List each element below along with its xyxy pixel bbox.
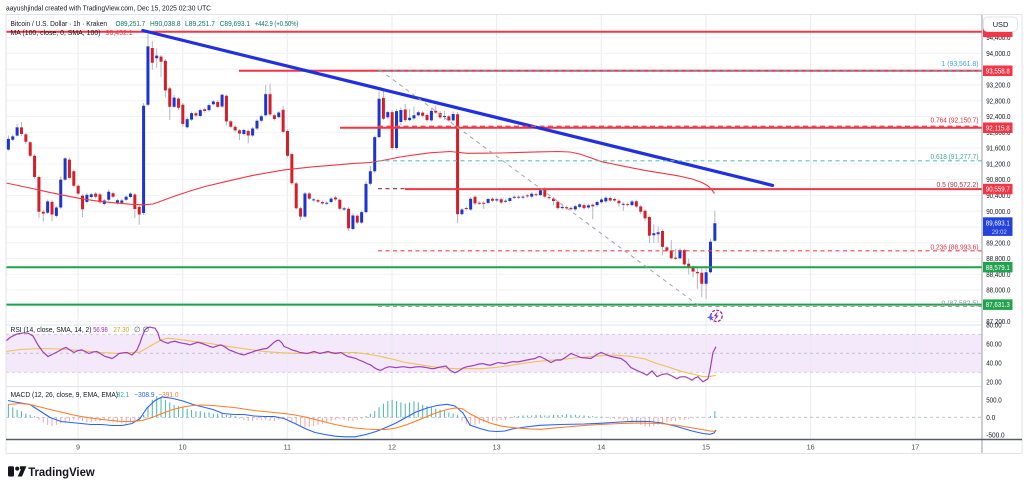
svg-text:90,559.7: 90,559.7 [986,185,1010,194]
svg-text:0.236 (88,993.6): 0.236 (88,993.6) [931,242,979,251]
svg-text:82.1: 82.1 [117,390,129,399]
svg-text:88,800.0: 88,800.0 [986,254,1010,263]
svg-text:C89,693.1: C89,693.1 [220,19,250,28]
svg-text:88,400.0: 88,400.0 [986,270,1010,279]
svg-text:80.00: 80.00 [986,321,1002,330]
svg-text:∅ ∅: ∅ ∅ [134,325,150,334]
svg-text:0.0: 0.0 [986,413,995,422]
svg-text:20.00: 20.00 [986,377,1002,386]
svg-text:MACD (12, 26, close, 9, EMA, E: MACD (12, 26, close, 9, EMA, EMA) [11,390,119,399]
svg-text:0.764 (92,150.7): 0.764 (92,150.7) [931,116,979,125]
svg-text:94,000.0: 94,000.0 [986,49,1010,58]
svg-text:87,631.3: 87,631.3 [986,300,1010,309]
svg-text:−391.0: −391.0 [158,390,178,399]
svg-text:90,452.1: 90,452.1 [106,28,133,37]
svg-text:40.00: 40.00 [986,358,1002,367]
svg-text:O89,251.7: O89,251.7 [116,19,146,28]
svg-text:+442.9 (+0.50%): +442.9 (+0.50%) [255,19,299,28]
svg-text:14: 14 [597,442,605,451]
svg-text:92,400.0: 92,400.0 [986,112,1010,121]
svg-text:90,400.0: 90,400.0 [986,191,1010,200]
svg-text:RSI (14, close, SMA, 14, 2): RSI (14, close, SMA, 14, 2) [11,325,92,334]
svg-text:89,200.0: 89,200.0 [986,238,1010,247]
svg-text:15: 15 [702,442,710,451]
svg-text:88,579.1: 88,579.1 [986,263,1010,272]
svg-text:10: 10 [179,442,187,451]
svg-text:500.0: 500.0 [986,396,1002,405]
svg-text:TradingView: TradingView [28,465,95,479]
svg-text:93,200.0: 93,200.0 [986,81,1010,90]
svg-text:87,200.0: 87,200.0 [986,317,1010,326]
svg-text:0 (87,582.5): 0 (87,582.5) [942,298,979,307]
svg-text:60.00: 60.00 [986,339,1002,348]
svg-text:aayushjindal created with Trad: aayushjindal created with TradingView.co… [6,3,212,12]
svg-text:13: 13 [493,442,501,451]
svg-text:MA (100, close, 0, SMA, 100): MA (100, close, 0, SMA, 100) [11,28,101,37]
svg-text:93,558.8: 93,558.8 [986,66,1010,75]
svg-text:USD: USD [993,20,1009,29]
svg-text:92,800.0: 92,800.0 [986,96,1010,105]
svg-text:91,600.0: 91,600.0 [986,144,1010,153]
svg-text:Bitcoin / U.S. Dollar · 1h · K: Bitcoin / U.S. Dollar · 1h · Kraken [11,19,108,28]
svg-text:-500.0: -500.0 [986,430,1005,439]
svg-text:1 (93,561.8): 1 (93,561.8) [942,59,979,68]
svg-text:16: 16 [807,442,815,451]
svg-text:9: 9 [76,442,80,451]
svg-text:90,800.0: 90,800.0 [986,175,1010,184]
svg-text:0.5 (90,572.2): 0.5 (90,572.2) [937,180,979,189]
svg-text:92,115.8: 92,115.8 [986,123,1010,132]
svg-text:−308.9: −308.9 [134,390,154,399]
svg-text:12: 12 [388,442,396,451]
svg-text:56.98: 56.98 [93,325,108,334]
svg-text:17: 17 [911,442,919,451]
svg-text:0.618 (91,277.7): 0.618 (91,277.7) [931,152,979,161]
svg-text:89,693.1: 89,693.1 [986,219,1010,228]
svg-text:90,000.0: 90,000.0 [986,207,1010,216]
svg-text:L89,251.7: L89,251.7 [185,19,215,28]
svg-text:29:02: 29:02 [992,229,1007,236]
svg-text:H90,038.8: H90,038.8 [150,19,181,28]
svg-text:88,000.0: 88,000.0 [986,286,1010,295]
svg-text:27.30: 27.30 [113,325,129,334]
svg-text:94,400.0: 94,400.0 [986,33,1010,42]
svg-text:11: 11 [284,442,291,451]
svg-text:91,200.0: 91,200.0 [986,159,1010,168]
